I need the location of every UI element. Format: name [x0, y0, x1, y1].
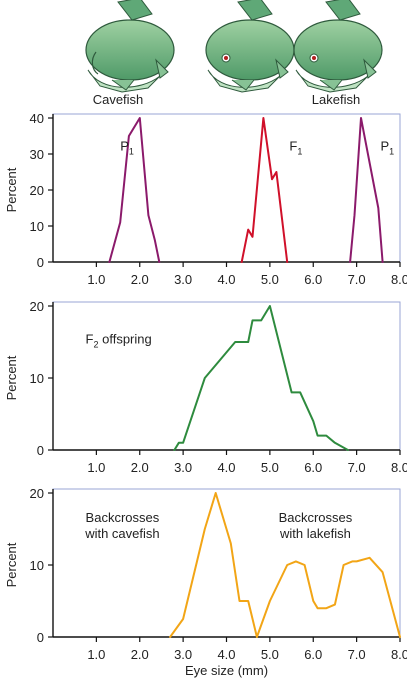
- cavefish-illustration: [85, 0, 175, 93]
- y-tick-label: 20: [30, 183, 44, 198]
- plot-frame: [52, 113, 401, 263]
- x-tick-label: 8.0: [391, 460, 407, 475]
- y-tick-label: 10: [30, 558, 44, 573]
- panel-annotation: Backcrosses with lakefish: [279, 510, 353, 541]
- lakefish-illustration-2: [293, 0, 383, 93]
- x-tick-label: 7.0: [348, 647, 366, 662]
- x-tick-label: 6.0: [304, 460, 322, 475]
- x-tick-label: 3.0: [174, 647, 192, 662]
- chart-panel-3: 0 10 20 1.0 2.0 3.0 4.0 5.0 6.0 7.0 8.0 Percent Eye …: [4, 486, 407, 678]
- x-tick-label: 2.0: [131, 272, 149, 287]
- x-tick-label: 1.0: [87, 647, 105, 662]
- cavefish-label: Cavefish: [93, 92, 144, 107]
- plot-frame: [52, 301, 401, 451]
- x-tick-label: 3.0: [174, 460, 192, 475]
- x-tick-label: 3.0: [174, 272, 192, 287]
- lakefish-label: Lakefish: [312, 92, 360, 107]
- y-tick-label: 10: [30, 371, 44, 386]
- y-tick-label: 20: [30, 486, 44, 501]
- x-tick-label: 2.0: [131, 647, 149, 662]
- y-axis-title: Percent: [4, 355, 19, 400]
- y-axis-title: Percent: [4, 542, 19, 587]
- x-tick-label: 2.0: [131, 460, 149, 475]
- series-line: [108, 117, 161, 263]
- series-line: [173, 305, 349, 451]
- chart-panels: 0 10 20 30 40 1.0 2.0 3.0 4.0 5.0 6.0 7.0 8.0 Percent…: [4, 111, 407, 678]
- series-line: [169, 492, 401, 638]
- y-tick-label: 0: [37, 443, 44, 458]
- y-tick-label: 30: [30, 147, 44, 162]
- x-tick-label: 4.0: [217, 460, 235, 475]
- x-tick-label: 5.0: [261, 460, 279, 475]
- x-tick-label: 7.0: [348, 272, 366, 287]
- y-tick-label: 40: [30, 111, 44, 126]
- x-tick-label: 6.0: [304, 647, 322, 662]
- x-tick-label: 8.0: [391, 647, 407, 662]
- y-tick-label: 0: [37, 630, 44, 645]
- chart-panel-2: 0 10 20 1.0 2.0 3.0 4.0 5.0 6.0 7.0 8.0 Percent F2 o…: [4, 299, 407, 475]
- series-label: P1: [380, 138, 394, 156]
- x-tick-label: 5.0: [261, 272, 279, 287]
- x-tick-label: 6.0: [304, 272, 322, 287]
- x-tick-label: 1.0: [87, 272, 105, 287]
- y-tick-label: 10: [30, 219, 44, 234]
- y-axis-title: Percent: [4, 167, 19, 212]
- x-axis-title: Eye size (mm): [185, 663, 268, 678]
- x-tick-label: 4.0: [217, 272, 235, 287]
- series-label: F1: [289, 138, 302, 156]
- series-line: [240, 117, 289, 263]
- x-tick-label: 5.0: [261, 647, 279, 662]
- panel-annotation: Backcrosses with cavefish: [84, 510, 160, 541]
- x-tick-label: 8.0: [391, 272, 407, 287]
- panel-annotation: F2 offspring: [86, 331, 152, 349]
- x-tick-label: 1.0: [87, 460, 105, 475]
- y-tick-label: 20: [30, 299, 44, 314]
- x-tick-label: 7.0: [348, 460, 366, 475]
- y-tick-label: 0: [37, 255, 44, 270]
- lakefish-illustration-1: [205, 0, 295, 93]
- x-tick-label: 4.0: [217, 647, 235, 662]
- chart-panel-1: 0 10 20 30 40 1.0 2.0 3.0 4.0 5.0 6.0 7.0 8.0 Percent…: [4, 111, 407, 287]
- series-line: [349, 117, 384, 263]
